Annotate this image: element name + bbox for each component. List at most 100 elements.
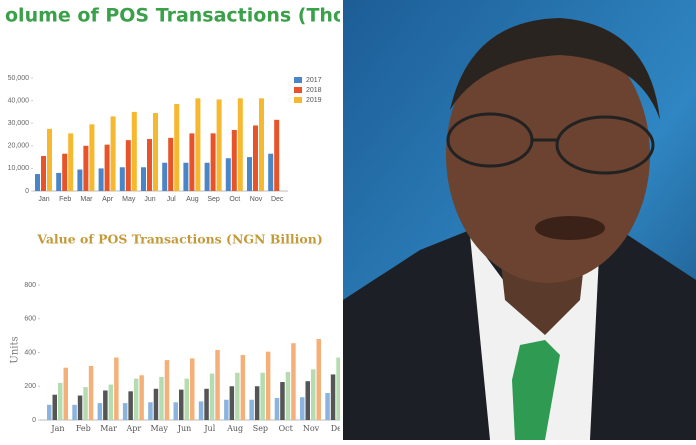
bar bbox=[47, 128, 52, 191]
bar bbox=[179, 389, 184, 420]
bar bbox=[131, 111, 137, 191]
bar bbox=[77, 169, 83, 191]
bar bbox=[128, 391, 133, 420]
bar bbox=[68, 133, 74, 191]
x-tick-label: Jul bbox=[167, 196, 176, 203]
y-tick-label: 20,000 bbox=[8, 143, 30, 150]
bar bbox=[336, 357, 340, 420]
bar bbox=[104, 144, 110, 191]
bar bbox=[168, 137, 174, 191]
x-tick-label: Feb bbox=[76, 424, 91, 433]
legend-label: 2017 bbox=[306, 77, 322, 84]
bar bbox=[89, 124, 95, 191]
bar bbox=[63, 367, 68, 420]
y-tick-label: 800 bbox=[24, 282, 36, 289]
bar bbox=[209, 373, 215, 420]
y-tick-label: 600 bbox=[24, 316, 36, 323]
bar bbox=[274, 119, 280, 191]
bar bbox=[237, 98, 243, 191]
bar bbox=[162, 162, 168, 191]
bar bbox=[274, 398, 280, 420]
x-tick-label: Jun bbox=[144, 196, 155, 203]
bar bbox=[119, 167, 125, 191]
bar bbox=[316, 339, 321, 420]
charts: olume of POS Transactions (Thousand) 0 10,… bbox=[5, 5, 342, 433]
y-axis-label: Units bbox=[10, 336, 21, 363]
y-tick-label: 40,000 bbox=[8, 97, 30, 104]
x-tick-label: Jan bbox=[38, 196, 49, 203]
bar bbox=[249, 399, 254, 420]
x-tick-label: Dec bbox=[271, 196, 284, 203]
bar bbox=[253, 125, 258, 191]
bar bbox=[72, 404, 77, 420]
bar bbox=[231, 129, 237, 191]
x-tick-label: De bbox=[331, 424, 342, 433]
bar bbox=[62, 153, 68, 191]
bar bbox=[224, 399, 229, 420]
bar bbox=[35, 174, 40, 191]
bar bbox=[235, 372, 240, 420]
bar bbox=[285, 371, 291, 420]
bar bbox=[164, 360, 170, 420]
bar bbox=[133, 378, 139, 420]
bar bbox=[240, 355, 246, 420]
bar bbox=[88, 366, 94, 420]
bar bbox=[198, 401, 204, 420]
legend-swatch bbox=[294, 97, 302, 103]
bar bbox=[259, 98, 264, 191]
y-tick-label: 400 bbox=[24, 349, 36, 356]
legend-label: 2019 bbox=[306, 97, 322, 104]
bar bbox=[83, 387, 88, 420]
bar bbox=[305, 381, 310, 420]
chart-title: Value of POS Transactions (NGN Billion) bbox=[36, 232, 322, 247]
bar bbox=[215, 349, 220, 420]
bar bbox=[260, 372, 265, 420]
bar bbox=[103, 390, 108, 420]
bar bbox=[189, 133, 195, 191]
x-tick-label: Jun bbox=[177, 424, 192, 433]
bar bbox=[280, 382, 285, 420]
legend-swatch bbox=[294, 87, 302, 93]
bar bbox=[190, 358, 195, 420]
bar bbox=[173, 402, 178, 420]
x-tick-label: Mar bbox=[100, 424, 117, 433]
legend-swatch bbox=[294, 77, 302, 83]
bar bbox=[265, 351, 271, 420]
y-tick-label: 50,000 bbox=[8, 75, 30, 82]
bar bbox=[139, 375, 144, 420]
y-tick-label: 0 bbox=[32, 417, 36, 424]
bar bbox=[110, 116, 116, 191]
bar bbox=[98, 168, 104, 191]
bar bbox=[195, 98, 201, 191]
x-tick-label: Feb bbox=[59, 196, 71, 203]
x-tick-label: Apr bbox=[102, 196, 114, 203]
bar bbox=[77, 395, 83, 420]
bar bbox=[229, 386, 235, 420]
x-tick-label: Aug bbox=[186, 196, 199, 203]
bar bbox=[83, 145, 89, 191]
legend-label: 2018 bbox=[306, 87, 322, 94]
bar bbox=[122, 403, 128, 420]
bar bbox=[311, 369, 316, 420]
bar bbox=[216, 99, 222, 191]
bar bbox=[141, 167, 146, 191]
bar bbox=[125, 140, 131, 191]
bar bbox=[47, 404, 52, 420]
y-tick-label: 10,000 bbox=[8, 165, 30, 172]
bar bbox=[291, 343, 296, 420]
y-tick-label: 30,000 bbox=[8, 120, 30, 127]
x-tick-label: Oct bbox=[229, 196, 240, 203]
bar bbox=[114, 357, 119, 420]
x-tick-label: May bbox=[122, 196, 136, 203]
bar bbox=[153, 388, 159, 420]
bar bbox=[58, 382, 63, 420]
x-tick-label: May bbox=[150, 424, 168, 433]
bar bbox=[159, 376, 164, 420]
x-tick-label: Mar bbox=[80, 196, 93, 203]
bar bbox=[183, 162, 189, 191]
x-tick-label: Nov bbox=[250, 196, 263, 203]
bar bbox=[147, 139, 152, 191]
x-tick-label: Sep bbox=[207, 196, 220, 203]
